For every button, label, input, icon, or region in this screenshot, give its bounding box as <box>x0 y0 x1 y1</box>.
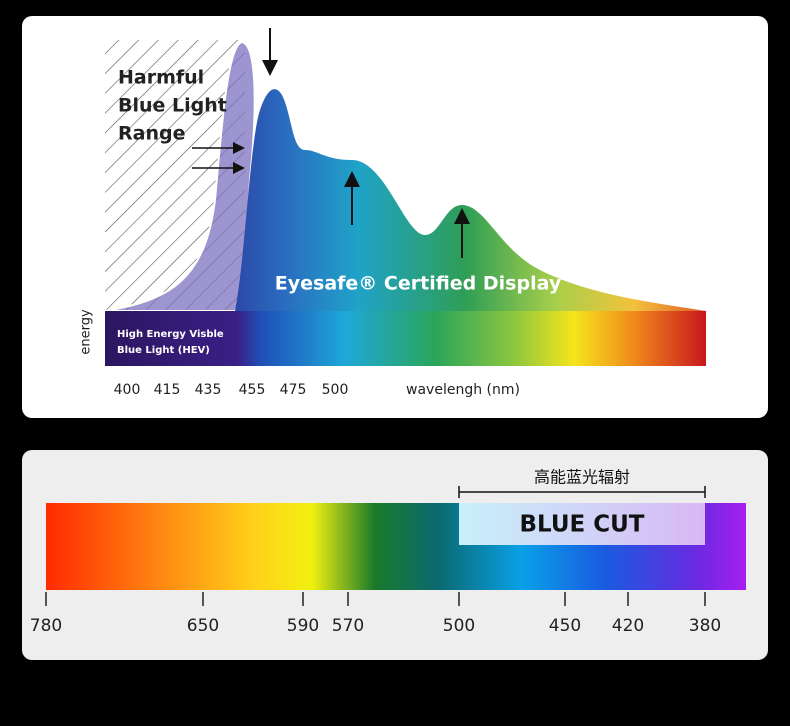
wavelength-tick-label: 455 <box>239 382 266 398</box>
blue-cut-box <box>459 503 705 545</box>
wavelength-tick-label: 475 <box>280 382 307 398</box>
hev-label: Blue Light (HEV) <box>117 345 210 356</box>
hev-label: High Energy Visble <box>117 329 224 340</box>
wavelength-tick-label: 650 <box>187 616 219 636</box>
wavelength-tick-label: 415 <box>154 382 181 398</box>
certified-label: Eyesafe® Certified Display <box>275 273 562 295</box>
y-axis-label: energy <box>79 309 94 355</box>
spectrum-bar <box>105 311 706 366</box>
wavelength-tick-label: 420 <box>612 616 644 636</box>
wavelength-tick-label: 400 <box>114 382 141 398</box>
x-axis-label: wavelengh (nm) <box>406 382 520 398</box>
wavelength-tick-label: 500 <box>322 382 349 398</box>
cut-label: BLUE CUT <box>519 512 644 538</box>
spectrum-curve <box>235 89 706 311</box>
harmful-label: Blue Light <box>118 95 227 117</box>
wavelength-tick-label: 570 <box>332 616 364 636</box>
wavelength-tick-label: 500 <box>443 616 475 636</box>
wavelength-tick-label: 450 <box>549 616 581 636</box>
bracket-label: 高能蓝光辐射 <box>534 468 630 487</box>
wavelength-tick-label: 380 <box>689 616 721 636</box>
harmful-label: Harmful <box>118 67 204 89</box>
bracket <box>458 486 706 498</box>
harmful-label: Range <box>118 123 185 145</box>
wavelength-tick-label: 780 <box>30 616 62 636</box>
wavelength-tick-label: 435 <box>195 382 222 398</box>
wavelength-tick-label: 590 <box>287 616 319 636</box>
